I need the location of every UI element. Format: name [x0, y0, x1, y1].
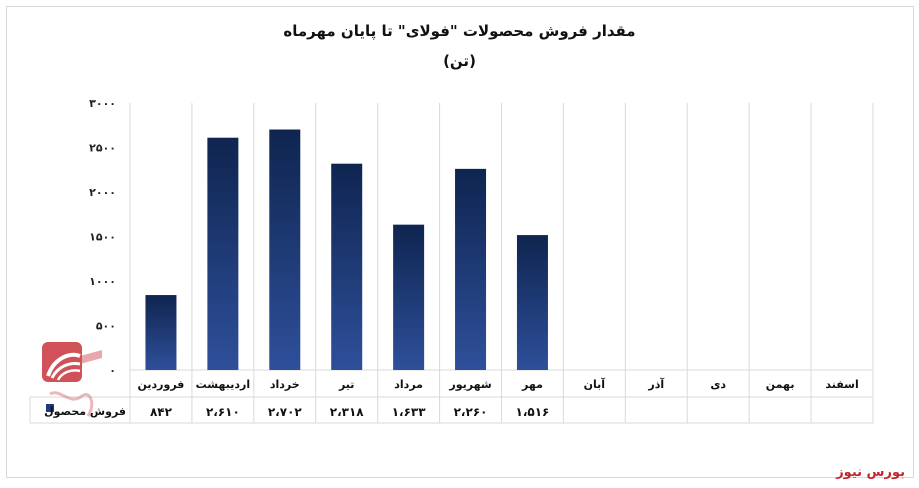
- category-label: آبان: [584, 377, 606, 391]
- bar: [331, 163, 363, 370]
- data-table-value: ۲،۲۶۰: [454, 405, 488, 419]
- chart-subtitle: (تن): [443, 52, 476, 70]
- category-label: آذر: [647, 377, 664, 391]
- category-label: مرداد: [394, 378, 423, 391]
- data-table-value: ۲،۳۱۸: [330, 405, 365, 419]
- category-label: تیر: [338, 378, 354, 391]
- y-tick-label: ۲۰۰۰: [89, 186, 116, 199]
- data-table-value: ۲،۷۰۲: [268, 405, 303, 419]
- bar: [145, 295, 177, 370]
- category-label: اسفند: [825, 378, 858, 391]
- category-label: فروردین: [138, 378, 185, 391]
- y-tick-label: ۲۵۰۰: [89, 142, 116, 155]
- chart-title: مقدار فروش محصولات "فولای" تا پایان مهرم…: [283, 22, 636, 40]
- data-table-value: ۲،۶۱۰: [206, 405, 240, 419]
- data-table-value: ۱،۶۳۳: [392, 405, 427, 419]
- bourse-news-logo-watermark: [42, 342, 102, 417]
- category-label: مهر: [521, 378, 543, 391]
- category-label: شهریور: [448, 378, 491, 391]
- bar: [269, 129, 301, 370]
- y-tick-label: ۵۰۰: [96, 320, 116, 333]
- data-table-value: ۸۴۲: [150, 405, 173, 419]
- y-tick-label: ۰: [109, 364, 116, 377]
- bar: [393, 224, 425, 370]
- bar: [455, 168, 487, 370]
- brand-label: بورس نیوز: [836, 465, 905, 480]
- data-table-value: ۱،۵۱۶: [516, 405, 550, 419]
- y-tick-label: ۳۰۰۰: [89, 97, 116, 110]
- legend-key: [46, 404, 54, 412]
- y-tick-label: ۱۵۰۰: [89, 231, 116, 244]
- category-label: اردیبهشت: [196, 378, 250, 391]
- category-label: بهمن: [766, 378, 795, 391]
- category-label: دی: [710, 378, 726, 391]
- category-label: خرداد: [270, 378, 300, 391]
- bar: [207, 137, 239, 370]
- y-tick-label: ۱۰۰۰: [89, 275, 116, 288]
- legend-series-name: فروش محصول: [44, 405, 126, 418]
- bar: [516, 235, 548, 370]
